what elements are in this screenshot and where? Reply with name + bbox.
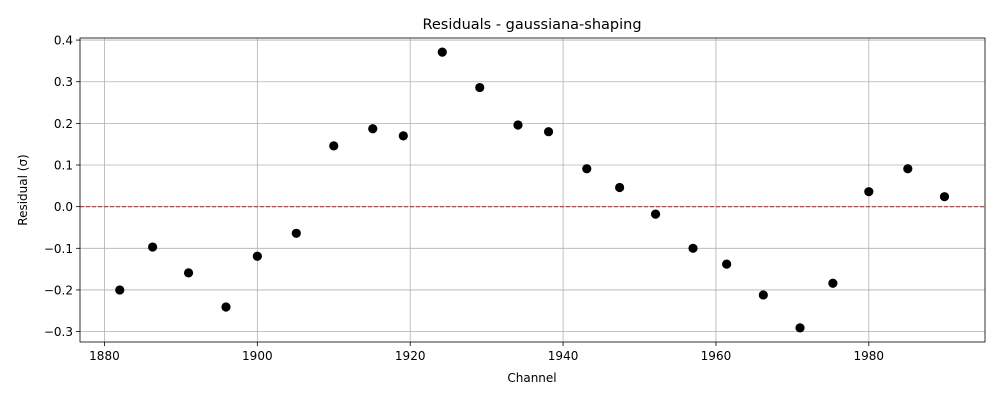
x-tick-label: 1900 (242, 349, 273, 363)
y-axis-label: Residual (σ) (16, 154, 30, 225)
data-point (475, 82, 485, 93)
x-tick-label: 1960 (701, 349, 732, 363)
data-point (903, 164, 913, 174)
data-point (828, 278, 838, 288)
data-point (252, 251, 262, 261)
x-tick-label: 1980 (854, 349, 885, 363)
data-points (115, 47, 950, 333)
data-point (650, 209, 661, 219)
x-axis-label: Channel (507, 371, 556, 385)
data-point (543, 127, 554, 137)
data-point (291, 228, 301, 238)
y-tick-label: 0.2 (54, 117, 73, 131)
data-point (115, 285, 125, 295)
y-tick-label: 0.4 (54, 34, 73, 48)
data-point (513, 120, 523, 130)
y-tick-label: −0.3 (44, 325, 73, 339)
data-point (615, 182, 625, 193)
data-point (183, 268, 194, 278)
data-point (582, 164, 592, 174)
data-point (795, 323, 805, 333)
data-point (148, 242, 158, 252)
x-tick-label: 1920 (395, 349, 426, 363)
data-point (722, 259, 732, 269)
x-tick-label: 1880 (89, 349, 120, 363)
data-point (437, 47, 447, 57)
grid (80, 38, 985, 342)
x-axis-ticks: 1880 1900 1920 1940 1960 1980 (89, 342, 884, 363)
data-point (329, 141, 339, 151)
y-tick-label: 0.3 (54, 75, 73, 89)
data-point (758, 290, 768, 300)
chart-title: Residuals - gaussiana-shaping (422, 17, 641, 33)
data-point (688, 243, 698, 253)
data-point (864, 187, 874, 197)
x-tick-label: 1940 (548, 349, 579, 363)
y-axis-ticks: −0.3 −0.2 −0.1 0.0 0.1 0.2 0.3 0.4 (44, 34, 80, 339)
y-tick-label: −0.2 (44, 283, 73, 297)
plot-frame (79, 37, 986, 343)
y-tick-label: 0.1 (54, 159, 73, 173)
data-point (221, 302, 231, 312)
data-point (939, 192, 950, 202)
data-point (398, 131, 408, 141)
y-tick-label: −0.1 (44, 242, 73, 256)
y-tick-label: 0.0 (54, 200, 73, 214)
data-point (368, 124, 378, 134)
